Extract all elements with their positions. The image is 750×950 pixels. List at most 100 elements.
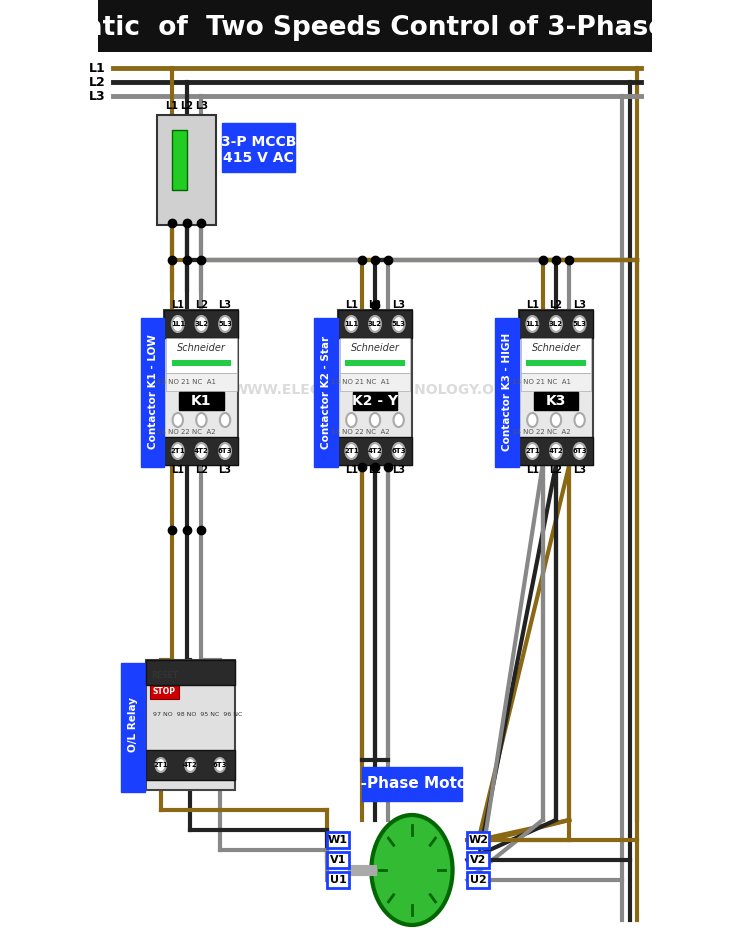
Text: Schneider: Schneider [532, 343, 580, 353]
Bar [520, 338, 592, 373]
Text: U1: U1 [330, 875, 346, 885]
Text: L2: L2 [195, 465, 208, 475]
Circle shape [526, 443, 538, 459]
Text: K1: K1 [191, 394, 211, 408]
Bar [327, 832, 350, 848]
Circle shape [527, 413, 538, 427]
Text: L2: L2 [88, 75, 106, 88]
Bar [327, 852, 350, 868]
Text: 3L2: 3L2 [368, 321, 382, 327]
FancyBboxPatch shape [141, 318, 164, 467]
Circle shape [574, 413, 585, 427]
Bar [146, 660, 235, 685]
Circle shape [393, 443, 404, 459]
Text: 6T3: 6T3 [392, 448, 406, 454]
Text: RESET: RESET [151, 671, 178, 679]
Circle shape [369, 443, 381, 459]
Circle shape [369, 316, 381, 332]
FancyBboxPatch shape [314, 318, 338, 467]
Bar [150, 668, 179, 682]
Circle shape [393, 316, 404, 332]
FancyBboxPatch shape [157, 115, 216, 225]
Text: L3: L3 [392, 300, 405, 310]
Text: 2T1: 2T1 [344, 448, 358, 454]
Text: 13 NO 21 NC  A1: 13 NO 21 NC A1 [331, 379, 390, 385]
Text: L1: L1 [171, 300, 184, 310]
FancyBboxPatch shape [222, 123, 296, 172]
FancyBboxPatch shape [164, 310, 238, 465]
Text: 2T1: 2T1 [154, 762, 168, 768]
FancyBboxPatch shape [362, 767, 462, 801]
Text: STOP: STOP [153, 688, 176, 696]
Text: V1: V1 [330, 855, 346, 865]
Text: Schneider: Schneider [350, 343, 400, 353]
Text: Contactor K3 - HIGH: Contactor K3 - HIGH [503, 332, 512, 451]
Text: 1L1: 1L1 [344, 321, 358, 327]
FancyBboxPatch shape [519, 310, 593, 465]
Bar [519, 437, 593, 465]
Text: 6T3: 6T3 [217, 448, 232, 454]
Text: W1: W1 [328, 835, 348, 845]
Text: V2: V2 [470, 855, 487, 865]
Text: 2T1: 2T1 [170, 448, 185, 454]
Text: 3L2: 3L2 [549, 321, 563, 327]
Text: 13 NO 21 NC  A1: 13 NO 21 NC A1 [158, 379, 216, 385]
Text: L1: L1 [345, 465, 358, 475]
Bar [520, 373, 592, 391]
Text: U2: U2 [470, 875, 487, 885]
Circle shape [172, 413, 183, 427]
Text: K3: K3 [546, 394, 566, 408]
Bar [172, 360, 231, 366]
Text: L2: L2 [195, 300, 208, 310]
Text: L2: L2 [550, 465, 562, 475]
Text: L2: L2 [368, 465, 382, 475]
Circle shape [346, 413, 356, 427]
Bar [467, 872, 490, 888]
Text: L3: L3 [392, 465, 405, 475]
Text: L2: L2 [368, 300, 382, 310]
Circle shape [574, 443, 586, 459]
Circle shape [196, 316, 207, 332]
Text: 4T2: 4T2 [548, 448, 563, 454]
Text: 6T3: 6T3 [212, 762, 227, 768]
Text: 14 NO 22 NC  A2: 14 NO 22 NC A2 [331, 429, 389, 435]
Text: W2: W2 [469, 835, 488, 845]
Bar [338, 310, 412, 338]
Bar [164, 310, 238, 338]
FancyBboxPatch shape [121, 663, 145, 792]
Text: 6T3: 6T3 [572, 448, 587, 454]
Text: Contactor K1 - LOW: Contactor K1 - LOW [148, 334, 158, 449]
Text: L1: L1 [88, 62, 106, 74]
Circle shape [214, 758, 225, 772]
Text: 3-Phase Motor: 3-Phase Motor [350, 776, 474, 791]
Circle shape [550, 316, 562, 332]
Text: L3: L3 [88, 89, 106, 103]
Bar [146, 750, 235, 780]
Text: L1: L1 [165, 101, 178, 111]
Circle shape [346, 316, 357, 332]
Text: 14 NO 22 NC  A2: 14 NO 22 NC A2 [512, 429, 571, 435]
Circle shape [574, 316, 586, 332]
Text: 97 NO  98 NO  95 NC  96 NC: 97 NO 98 NO 95 NC 96 NC [154, 712, 243, 717]
Text: Schematic  of  Two Speeds Control of 3-Phase Motor: Schematic of Two Speeds Control of 3-Pha… [0, 15, 750, 41]
Circle shape [394, 413, 404, 427]
Text: 1L1: 1L1 [171, 321, 184, 327]
Text: L1: L1 [345, 300, 358, 310]
Text: L2: L2 [180, 101, 194, 111]
Text: 4T2: 4T2 [368, 448, 382, 454]
Bar [166, 373, 237, 391]
Text: 4T2: 4T2 [183, 762, 198, 768]
FancyBboxPatch shape [338, 310, 412, 465]
Circle shape [196, 443, 207, 459]
Text: K2 - Y: K2 - Y [352, 394, 398, 408]
Circle shape [219, 316, 231, 332]
Circle shape [155, 758, 166, 772]
Circle shape [172, 316, 184, 332]
Text: 14 NO 22 NC  A2: 14 NO 22 NC A2 [158, 429, 216, 435]
Text: L3: L3 [573, 465, 586, 475]
Text: 5L3: 5L3 [392, 321, 406, 327]
Text: Contactor K2 - Star: Contactor K2 - Star [321, 335, 332, 448]
Text: L1: L1 [171, 465, 184, 475]
Bar [467, 852, 490, 868]
Bar [526, 360, 586, 366]
